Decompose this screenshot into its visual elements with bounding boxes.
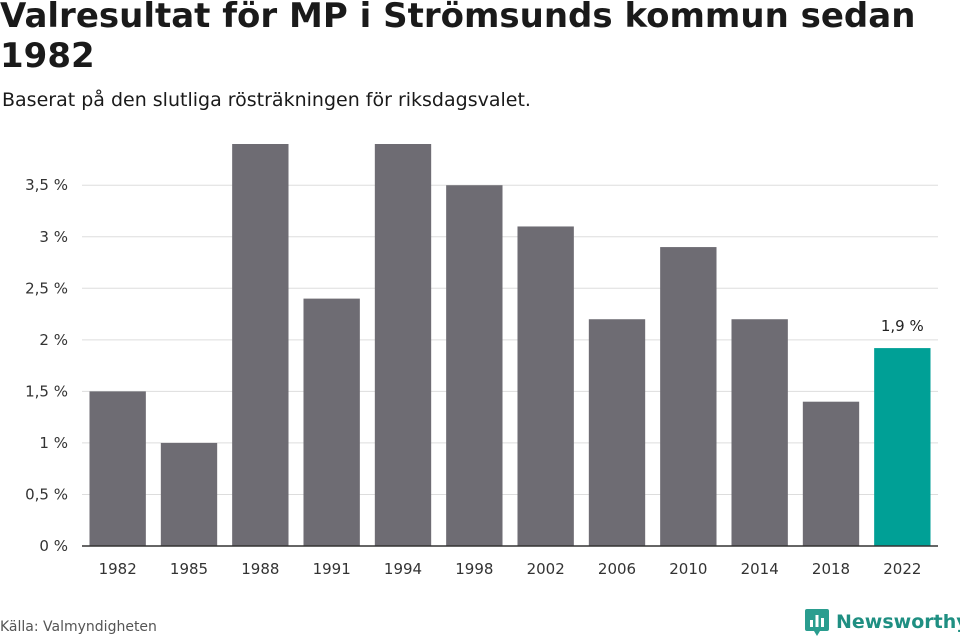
bar-1998 [446,185,503,546]
bar-2006 [588,319,646,546]
x-tick-label: 1998 [455,560,493,578]
bar-2018 [802,401,860,546]
x-axis-ticks: 1982 1985 1988 1991 1994 1998 2002 2006 2010 2014… [99,560,922,578]
x-tick-label: 1982 [99,560,137,578]
x-tick-label: 2014 [741,560,779,578]
bar-chart: 0 %0,5 %1 %1,5 %2 %2,5 %3 %3,5 % 1982 198… [25,144,938,578]
x-tick-label: 1985 [170,560,208,578]
y-tick-label: 1,5 % [25,382,68,400]
x-tick-label: 1994 [384,560,422,578]
grid-lines [82,184,938,495]
bar-2022 [874,348,931,546]
x-tick-label: 2010 [669,560,707,578]
bar-1994 [374,144,432,546]
brand-logo: Newsworthy [804,606,960,638]
bar-1982 [89,391,146,546]
y-axis-ticks: 0 % 0,5 % 1 % 1,5 % 2 % 2,5 % 3 % 3,5 % [25,176,68,555]
bar-2002 [517,226,574,546]
bar-2014 [731,319,788,546]
source-note: Källa: Valmyndigheten [0,619,157,635]
x-tick-label: 2018 [812,560,850,578]
y-tick-label: 2 % [39,331,68,349]
chart-subtitle: Baserat på den slutliga rösträkningen fö… [2,89,531,111]
data-labels: 1,9 % [881,317,924,335]
x-tick-label: 1991 [313,560,351,578]
y-tick-label: 3 % [39,228,68,246]
bars [89,144,931,547]
bar-1988 [232,144,289,546]
x-tick-label: 1988 [241,560,279,578]
data-label-2022: 1,9 % [881,317,924,335]
bar-1985 [160,442,218,546]
brand-name: Newsworthy [836,611,960,633]
y-tick-label: 1 % [39,434,68,452]
y-tick-label: 0,5 % [25,485,68,503]
y-tick-label: 2,5 % [25,279,68,297]
y-tick-label: 0 % [39,537,68,555]
bar-2010 [660,247,717,547]
newsworthy-logo-icon [805,609,829,636]
bar-1991 [303,298,360,546]
y-tick-label: 3,5 % [25,176,68,194]
x-tick-label: 2002 [527,560,565,578]
chart-title: Valresultat för MP i Strömsunds kommun s… [0,0,916,76]
x-tick-label: 2022 [883,560,921,578]
x-tick-label: 2006 [598,560,636,578]
